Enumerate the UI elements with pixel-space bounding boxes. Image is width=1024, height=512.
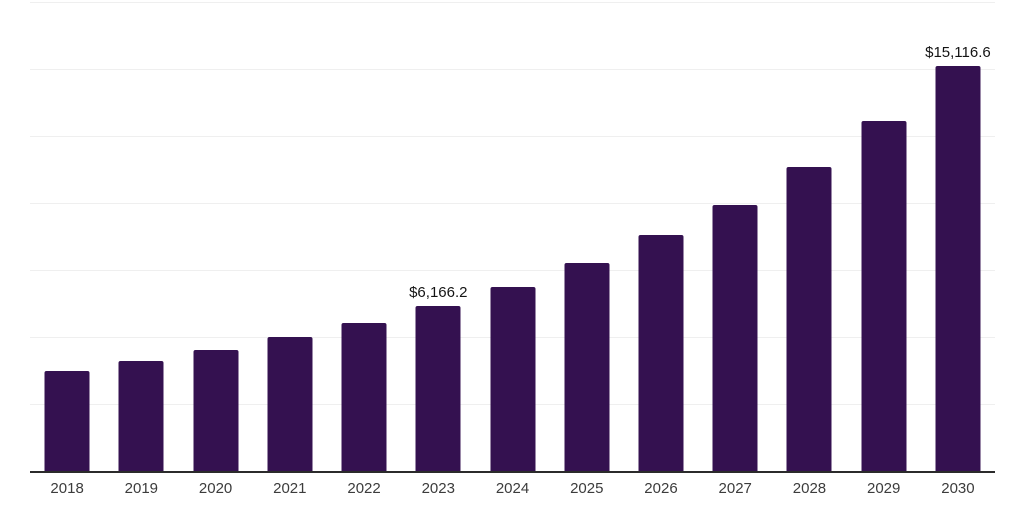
bar-2022: [341, 322, 387, 471]
x-axis-label-2023: 2023: [421, 480, 455, 497]
x-axis-label-2022: 2022: [347, 480, 381, 497]
data-label-2030: $15,116.6: [925, 43, 991, 61]
bar-slot-2030: $15,116.6: [921, 2, 995, 471]
bar-slot-2026: [624, 2, 698, 471]
x-axis: 2018 2019 2020 2021 2022 2023 2024 2025 2026 2027…: [30, 479, 995, 499]
bar-slot-2020: [178, 2, 252, 471]
gridline: [30, 203, 995, 204]
bar-slot-2024: [475, 2, 549, 471]
bar-2025: [564, 262, 610, 471]
gridline: [30, 69, 995, 70]
x-axis-label-2021: 2021: [273, 480, 307, 497]
x-axis-label-2030: 2030: [941, 480, 975, 497]
bar-2023: [415, 305, 461, 471]
bar-2028: [786, 167, 832, 471]
x-axis-label-2019: 2019: [124, 480, 159, 497]
bar-slot-2019: [104, 2, 178, 471]
x-axis-label-2026: 2026: [644, 480, 678, 497]
bar-slot-2027: [698, 2, 772, 471]
bar-2030: [935, 65, 981, 471]
bar-slot-2018: [30, 2, 104, 471]
bar-2029: [861, 121, 907, 471]
plot-area: $6,166.2 $15,116.6: [30, 2, 995, 473]
bar-2021: [267, 336, 313, 471]
bar-slot-2028: [772, 2, 846, 471]
bar-2018: [44, 371, 90, 471]
bar-2020: [193, 350, 239, 471]
bar-slot-2025: [550, 2, 624, 471]
bar-slot-2023: $6,166.2: [401, 2, 475, 471]
bar-2027: [712, 204, 758, 471]
x-axis-label-2028: 2028: [792, 480, 827, 497]
bar-slot-2029: [847, 2, 921, 471]
bar-2024: [490, 287, 536, 471]
gridline: [30, 136, 995, 137]
bar-slot-2022: [327, 2, 401, 471]
x-axis-label-2027: 2027: [718, 480, 752, 497]
x-axis-label-2018: 2018: [50, 480, 84, 497]
bar-slot-2021: [253, 2, 327, 471]
x-axis-label-2029: 2029: [867, 480, 901, 497]
bars-container: $6,166.2 $15,116.6: [30, 2, 995, 471]
bar-2026: [638, 235, 684, 471]
bar-2019: [118, 361, 164, 471]
data-label-2023: $6,166.2: [409, 283, 468, 301]
gridline: [30, 2, 995, 3]
x-axis-label-2025: 2025: [570, 480, 604, 497]
x-axis-label-2024: 2024: [495, 480, 530, 497]
gridline: [30, 270, 995, 271]
x-axis-label-2020: 2020: [198, 480, 233, 497]
